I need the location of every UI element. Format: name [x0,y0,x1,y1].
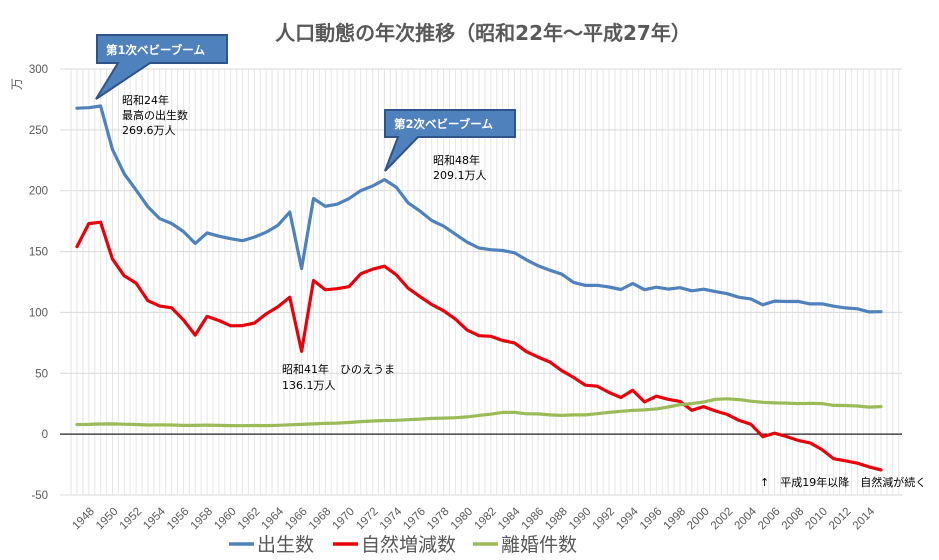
divorces-line [75,397,883,428]
y-tick-label: 0 [42,429,48,441]
y-tick-label: -50 [31,490,48,502]
annotation-peak2-line2: 209.1万人 [433,169,487,182]
legend-label-natural-increase: 自然増減数 [361,534,456,556]
y-tick-label: 50 [35,368,48,380]
legend-label-divorces: 離婚件数 [501,534,577,556]
callout-2-text: 第2次ベビーブーム [394,117,493,131]
annotation-peak1-line3: 269.6万人 [122,124,176,137]
y-tick-label: 200 [29,186,48,198]
callout-1-text: 第1次ベビーブーム [106,43,205,57]
annotation-hinoe-line1: 昭和41年 ひのえうま [282,362,395,376]
y-tick-label: 150 [29,247,48,259]
callout-2-shape [384,109,516,172]
chart-title: 人口動態の年次推移（昭和22年～平成27年） [275,21,691,45]
callout-1-shape [95,34,228,100]
legend: 出生数 自然増減数 離婚件数 [229,534,577,556]
annotation-peak2-line1: 昭和48年 [433,153,480,167]
legend-item-births: 出生数 [229,534,314,556]
callout-first-baby-boom: 第1次ベビーブーム [95,34,228,100]
annotation-hinoe-line2: 136.1万人 [282,379,336,392]
y-axis-ticks: -50 0 50 100 150 200 250 300 [29,64,48,502]
legend-label-births: 出生数 [257,534,314,556]
y-tick-label: 300 [29,64,48,76]
legend-item-divorces: 離婚件数 [473,534,577,556]
annotation-peak1-line1: 昭和24年 [122,93,169,107]
births-line [75,104,883,314]
y-tick-label: 100 [29,307,48,319]
y-tick-label: 250 [29,125,48,137]
series-lines [75,104,883,472]
y-axis-label: 万 [10,78,24,90]
callout-second-baby-boom: 第2次ベビーブーム [384,109,516,172]
annotation-peak1-line2: 最高の出生数 [122,108,188,122]
legend-item-natural-increase: 自然増減数 [333,534,456,556]
natural-increase-line [75,220,883,472]
annotation-natural-decline: ↑ 平成19年以降 自然減が続く [760,475,926,489]
